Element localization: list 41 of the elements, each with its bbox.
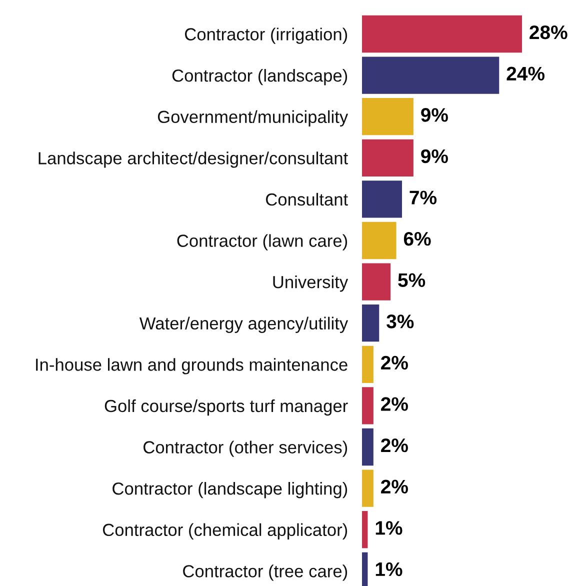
data-label: 24% (506, 66, 544, 80)
bar (362, 304, 380, 342)
bar (362, 139, 414, 176)
data-label: 5% (398, 273, 426, 288)
bar (362, 56, 500, 94)
bar (362, 470, 374, 507)
bar (362, 98, 414, 136)
y-tick-label: Water/energy agency/utility (139, 316, 348, 333)
y-tick-label: Contractor (lawn care) (177, 234, 348, 250)
y-tick-label: Contractor (tree care) (183, 564, 348, 581)
y-tick-label: Government/municipality (158, 110, 348, 126)
y-tick-label: Contractor (chemical applicator) (102, 523, 348, 540)
bar (362, 222, 396, 260)
y-tick-label: Landscape architect/designer/consultant (38, 152, 348, 168)
bar (362, 428, 374, 466)
bar (362, 180, 402, 218)
y-tick-label: Contractor (landscape lighting) (112, 482, 348, 498)
y-tick-label: University (273, 276, 348, 292)
y-tick-label: Contractor (landscape) (172, 69, 348, 86)
data-label: 2% (381, 480, 408, 494)
data-label: 28% (530, 25, 568, 40)
y-tick-label: Consultant (266, 192, 348, 206)
y-tick-label: Contractor (other services) (144, 440, 348, 457)
y-tick-label: Golf course/sports turf manager (104, 399, 348, 416)
bar (362, 346, 374, 383)
data-label: 1% (376, 562, 402, 576)
data-label: 1% (376, 521, 402, 535)
bar (362, 387, 374, 424)
data-label: 2% (381, 438, 408, 452)
data-label: 2% (381, 397, 408, 411)
data-label: 9% (421, 149, 448, 164)
data-label: 6% (404, 232, 431, 246)
bar (362, 15, 522, 53)
data-label: 7% (410, 190, 437, 204)
bar (362, 511, 368, 548)
data-label: 9% (421, 108, 448, 122)
bar (362, 263, 391, 300)
y-tick-label: Contractor (irrigation) (184, 28, 348, 44)
data-label: 3% (386, 314, 414, 328)
y-tick-label: In-house lawn and grounds maintenance (36, 358, 348, 374)
data-label: 2% (381, 356, 408, 370)
